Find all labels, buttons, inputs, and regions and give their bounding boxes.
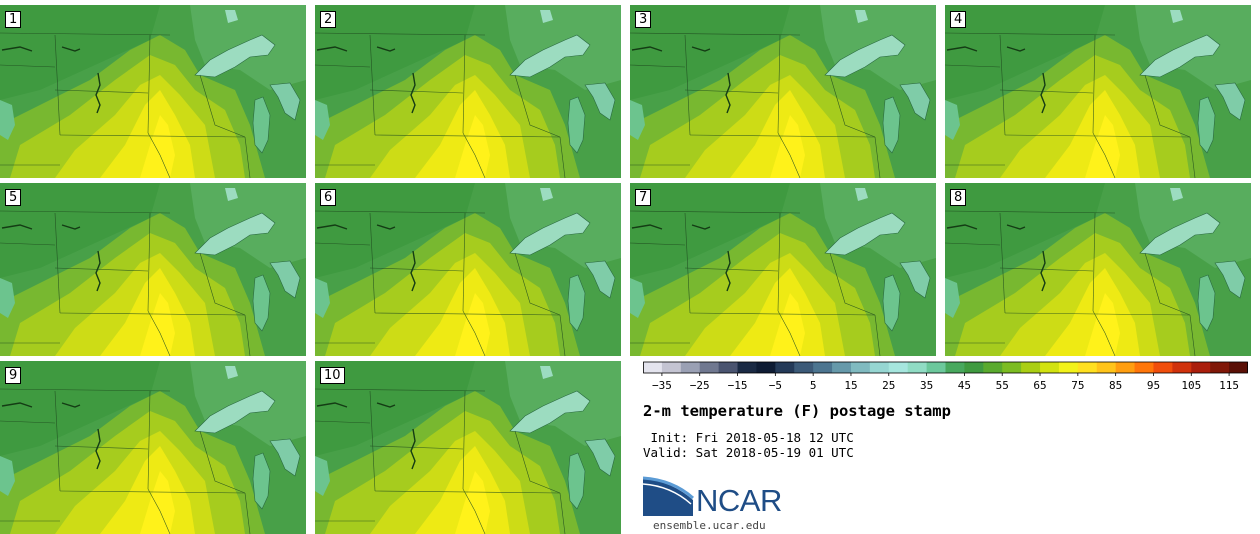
colorbar-swatch xyxy=(718,362,739,373)
colorbar-tick-label: 25 xyxy=(882,379,895,392)
temperature-map xyxy=(630,5,936,178)
colorbar-swatch xyxy=(1172,362,1192,373)
colorbar-swatch xyxy=(850,362,871,373)
ensemble-member-panel[interactable]: 1 xyxy=(0,5,306,178)
temperature-map xyxy=(945,183,1251,356)
member-number-label: 6 xyxy=(320,189,337,206)
colorbar-swatch xyxy=(756,362,776,373)
colorbar-tick-label: −5 xyxy=(769,379,782,392)
colorbar-swatch xyxy=(1002,362,1022,373)
colorbar-swatch xyxy=(737,362,757,373)
colorbar-swatch xyxy=(699,362,720,373)
temperature-map xyxy=(0,183,306,356)
temperature-map xyxy=(0,5,306,178)
colorbar-swatch xyxy=(775,362,795,373)
colorbar-swatch xyxy=(1153,362,1173,373)
colorbar-swatch xyxy=(643,362,663,373)
temperature-map xyxy=(945,5,1251,178)
colorbar-swatch xyxy=(1229,362,1248,373)
temperature-map xyxy=(315,5,621,178)
colorbar-tick-label: 85 xyxy=(1109,379,1122,392)
colorbar-tick-label: −35 xyxy=(652,379,672,392)
figure-title: 2-m temperature (F) postage stamp xyxy=(643,402,951,420)
ensemble-member-panel[interactable]: 3 xyxy=(630,5,936,178)
colorbar-tick-label: 45 xyxy=(958,379,971,392)
colorbar-swatch xyxy=(1096,362,1117,373)
colorbar-tick-label: 95 xyxy=(1147,379,1160,392)
colorbar-swatch xyxy=(869,362,890,373)
ensemble-member-panel[interactable]: 4 xyxy=(945,5,1251,178)
colorbar-tick-label: −15 xyxy=(728,379,748,392)
member-number-label: 10 xyxy=(320,367,345,384)
colorbar-swatch xyxy=(1040,362,1060,373)
colorbar-swatch xyxy=(1210,362,1230,373)
colorbar-tick-label: −25 xyxy=(690,379,710,392)
colorbar-swatch xyxy=(813,362,833,373)
ensemble-member-panel[interactable]: 6 xyxy=(315,183,621,356)
colorbar-tick-label: 115 xyxy=(1219,379,1239,392)
init-time: Init: Fri 2018-05-18 12 UTC xyxy=(643,430,854,445)
colorbar-swatch xyxy=(1021,362,1041,373)
colorbar-swatch xyxy=(907,362,928,373)
ensemble-member-panel[interactable]: 10 xyxy=(315,361,621,534)
member-number-label: 2 xyxy=(320,11,337,28)
member-number-label: 3 xyxy=(635,11,652,28)
ensemble-member-panel[interactable]: 8 xyxy=(945,183,1251,356)
colorbar-swatch xyxy=(794,362,814,373)
colorbar-swatch xyxy=(964,362,984,373)
valid-time: Valid: Sat 2018-05-19 01 UTC xyxy=(643,445,854,460)
colorbar-swatch xyxy=(1058,362,1079,373)
member-number-label: 9 xyxy=(5,367,22,384)
colorbar-tick-label: 65 xyxy=(1033,379,1046,392)
ensemble-member-panel[interactable]: 9 xyxy=(0,361,306,534)
member-number-label: 7 xyxy=(635,189,652,206)
ncar-logo-text: NCAR xyxy=(696,483,782,518)
colorbar-swatch xyxy=(983,362,1003,373)
colorbar-swatch xyxy=(680,362,701,373)
colorbar-swatch xyxy=(1191,362,1211,373)
temperature-map xyxy=(315,361,621,534)
colorbar-swatch xyxy=(661,362,682,373)
member-number-label: 8 xyxy=(950,189,967,206)
temperature-map xyxy=(315,183,621,356)
ensemble-member-panel[interactable]: 7 xyxy=(630,183,936,356)
colorbar-swatch xyxy=(888,362,909,373)
colorbar-swatch xyxy=(945,362,965,373)
colorbar-swatch xyxy=(1134,362,1154,373)
colorbar-tick-label: 5 xyxy=(810,379,817,392)
colorbar-swatch xyxy=(1077,362,1098,373)
colorbar-swatch xyxy=(1115,362,1136,373)
colorbar-tick-label: 35 xyxy=(920,379,933,392)
colorbar-tick-label: 75 xyxy=(1071,379,1084,392)
colorbar-tick-label: 105 xyxy=(1181,379,1201,392)
colorbar-swatch xyxy=(832,362,852,373)
ncar-logo-icon xyxy=(643,476,695,516)
colorbar-tick-label: 15 xyxy=(844,379,857,392)
member-number-label: 4 xyxy=(950,11,967,28)
website-url[interactable]: ensemble.ucar.edu xyxy=(653,519,766,532)
member-number-label: 5 xyxy=(5,189,22,206)
temperature-colorbar: −35 −25 −15 −5 5 15 25 35 45 55 65 75 85 95 105 115 xyxy=(643,361,1248,392)
colorbar-swatch xyxy=(926,362,946,373)
temperature-map xyxy=(0,361,306,534)
ensemble-member-panel[interactable]: 5 xyxy=(0,183,306,356)
colorbar-tick-label: 55 xyxy=(996,379,1009,392)
ensemble-member-panel[interactable]: 2 xyxy=(315,5,621,178)
temperature-map xyxy=(630,183,936,356)
member-number-label: 1 xyxy=(5,11,22,28)
colorbar-border xyxy=(643,361,1248,374)
